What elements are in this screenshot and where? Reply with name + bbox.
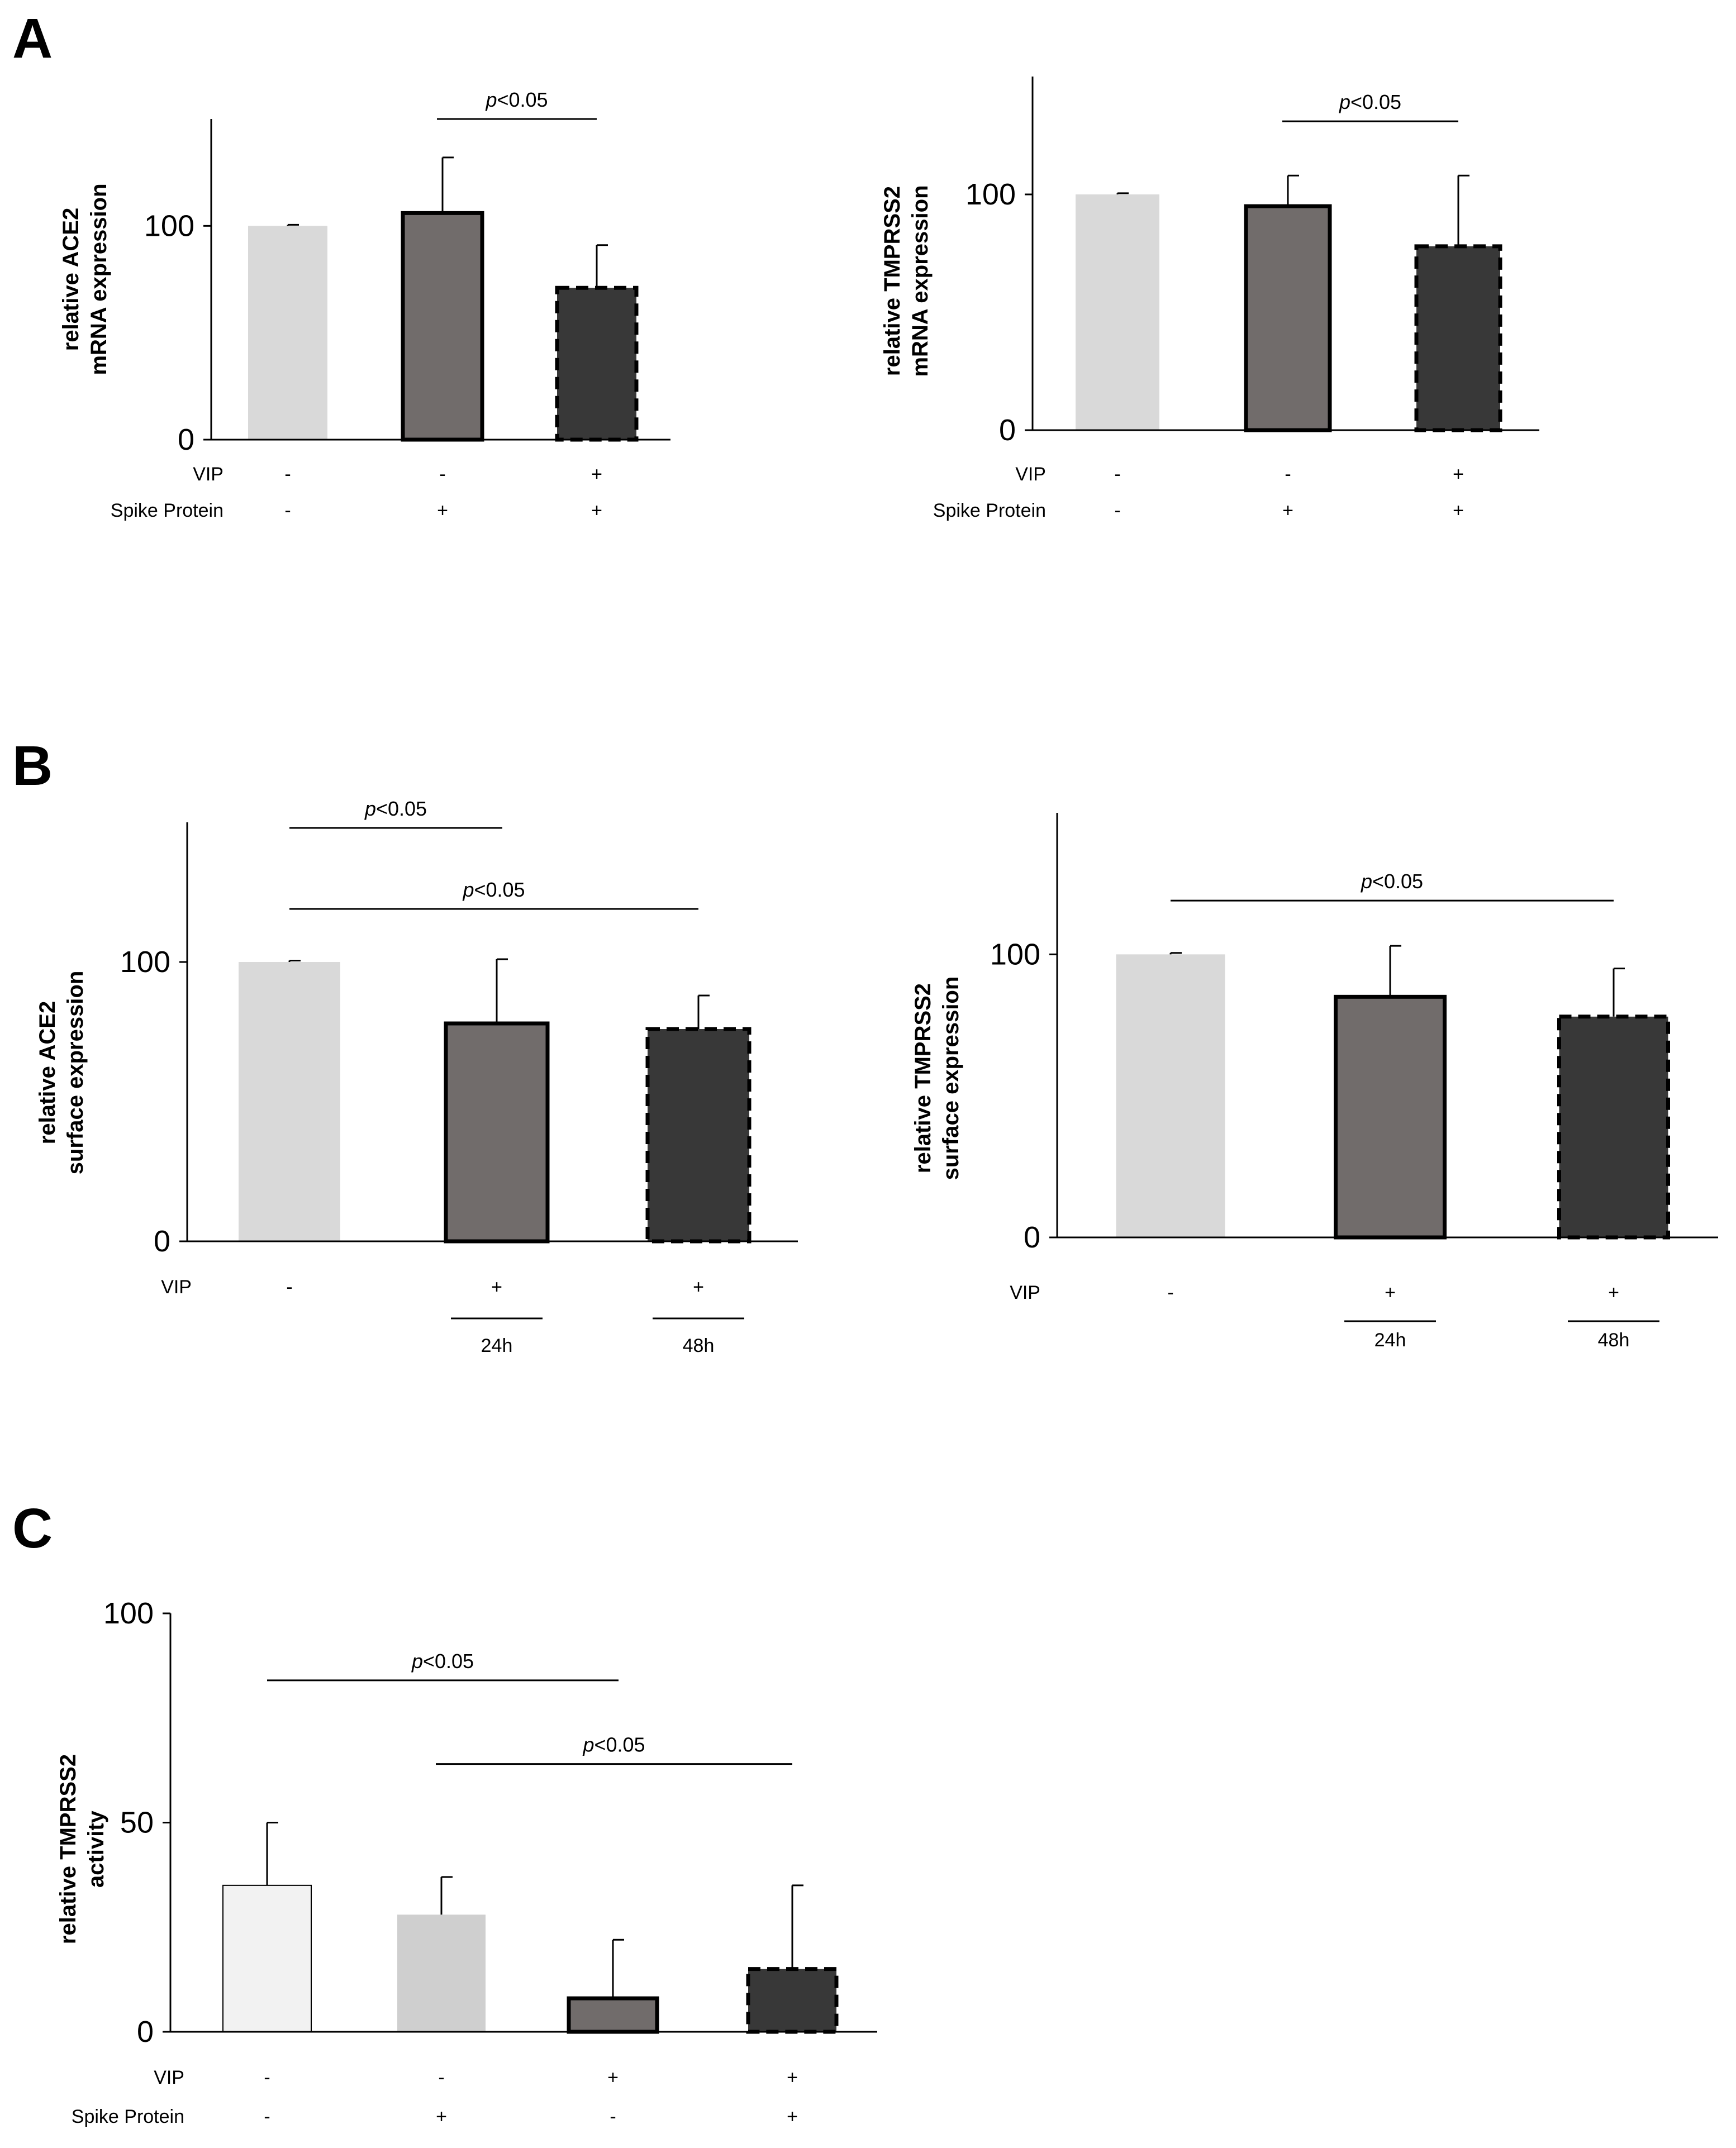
condition-row-label: VIP [1010, 1282, 1040, 1303]
condition-value: + [1282, 500, 1293, 521]
time-label: 24h [1374, 1330, 1406, 1351]
y-tick-label: 50 [120, 1806, 154, 1840]
y-axis-label: relative TMPRSS2 [56, 1754, 80, 1944]
bar-b2-2 [1334, 994, 1447, 1240]
condition-value: + [693, 1277, 704, 1298]
y-axis-label: relative TMPRSS2 [880, 186, 905, 376]
condition-value: - [1167, 1282, 1173, 1303]
condition-value: + [1453, 500, 1464, 521]
y-axis-label: relative TMPRSS2 [911, 983, 935, 1173]
chart-b2-tmprss2-surface: 0 100 relative TMPRSS2 surface expression VI… [911, 813, 1718, 1351]
bar-a2-1 [1076, 194, 1159, 430]
significance-label: p<0.05 [1361, 870, 1423, 893]
bar-b1-1 [239, 962, 340, 1241]
condition-row-label: VIP [193, 464, 223, 485]
chart-b1-ace2-surface: 0 100 relative ACE2 surface expression VIP - +… [35, 797, 798, 1356]
condition-value: - [284, 500, 291, 521]
y-tick-label: 100 [990, 937, 1040, 971]
y-tick-label: 100 [144, 209, 194, 242]
condition-value: - [1285, 464, 1291, 485]
condition-value: + [1608, 1282, 1619, 1303]
condition-value: + [437, 500, 448, 521]
y-tick-label: 0 [137, 2015, 154, 2049]
bar-c-1 [222, 1884, 312, 2033]
condition-value: - [264, 2106, 270, 2127]
condition-value: + [436, 2106, 447, 2127]
y-tick-label: 100 [965, 178, 1016, 211]
condition-row-label: VIP [161, 1277, 192, 1298]
condition-row-label: Spike Protein [111, 500, 223, 521]
panel-letter-c: C [12, 1497, 53, 1560]
y-tick-label: 100 [103, 1597, 154, 1630]
bar-b2-1 [1116, 954, 1225, 1237]
y-tick-label: 100 [120, 945, 170, 979]
condition-value: - [1114, 464, 1120, 485]
condition-row-label: VIP [154, 2067, 184, 2088]
bar-b1-3 [645, 1027, 752, 1244]
y-axis-label: surface expression [939, 977, 963, 1180]
bar-a2-2 [1244, 204, 1332, 432]
y-tick-label: 0 [1024, 1221, 1040, 1254]
time-label: 24h [481, 1335, 513, 1356]
condition-value: + [607, 2067, 619, 2088]
chart-a1-ace2-mrna: 0 100 relative ACE2 mRNA expression VIP - - + Sp… [59, 88, 670, 521]
time-label: 48h [1598, 1330, 1630, 1351]
condition-value: - [438, 2067, 444, 2088]
condition-value: - [264, 2067, 270, 2088]
bar-a2-3 [1414, 244, 1502, 432]
condition-value: + [591, 464, 602, 485]
condition-row-label: Spike Protein [72, 2106, 184, 2127]
significance-label: p<0.05 [485, 88, 548, 111]
condition-value: + [591, 500, 602, 521]
y-axis-label: relative ACE2 [59, 208, 83, 351]
condition-value: + [1453, 464, 1464, 485]
significance-label: p<0.05 [1339, 91, 1401, 113]
bar-b1-2 [444, 1021, 550, 1244]
condition-row-label: Spike Protein [933, 500, 1046, 521]
condition-value: + [787, 2067, 798, 2088]
time-label: 48h [683, 1335, 715, 1356]
y-tick-label: 0 [999, 413, 1016, 447]
y-axis-label: mRNA expression [908, 185, 933, 377]
condition-value: - [610, 2106, 616, 2127]
condition-value: + [787, 2106, 798, 2127]
y-axis-label: surface expression [63, 971, 88, 1175]
y-axis-label: activity [84, 1810, 108, 1888]
y-tick-label: 0 [154, 1225, 170, 1258]
condition-value: + [491, 1277, 502, 1298]
condition-row-label: VIP [1015, 464, 1046, 485]
significance-label: p<0.05 [411, 1650, 474, 1673]
condition-value: - [286, 1277, 292, 1298]
condition-value: + [1385, 1282, 1396, 1303]
significance-label: p<0.05 [364, 797, 427, 820]
significance-label: p<0.05 [462, 878, 525, 901]
condition-value: - [1114, 500, 1120, 521]
bar-a1-2 [401, 211, 484, 442]
bar-c-2 [397, 1914, 486, 2032]
y-axis-label: relative ACE2 [35, 1001, 60, 1144]
bar-c-3 [567, 1996, 659, 2034]
bar-a1-3 [555, 285, 639, 442]
chart-a2-tmprss2-mrna: 0 100 relative TMPRSS2 mRNA expression VIP - -… [880, 77, 1539, 521]
panel-letter-a: A [12, 7, 53, 70]
bar-c-4 [746, 1967, 839, 2034]
panel-letter-b: B [12, 735, 53, 797]
condition-value: - [284, 464, 291, 485]
chart-c-tmprss2-activity: 0 50 100 relative TMPRSS2 activity VIP - - + + Spi… [56, 1597, 877, 2127]
y-tick-label: 0 [178, 423, 194, 456]
y-axis-label: mRNA expression [87, 183, 111, 375]
bar-b2-3 [1557, 1015, 1670, 1240]
significance-label: p<0.05 [582, 1733, 645, 1756]
bar-a1-1 [248, 226, 327, 440]
condition-value: - [439, 464, 445, 485]
